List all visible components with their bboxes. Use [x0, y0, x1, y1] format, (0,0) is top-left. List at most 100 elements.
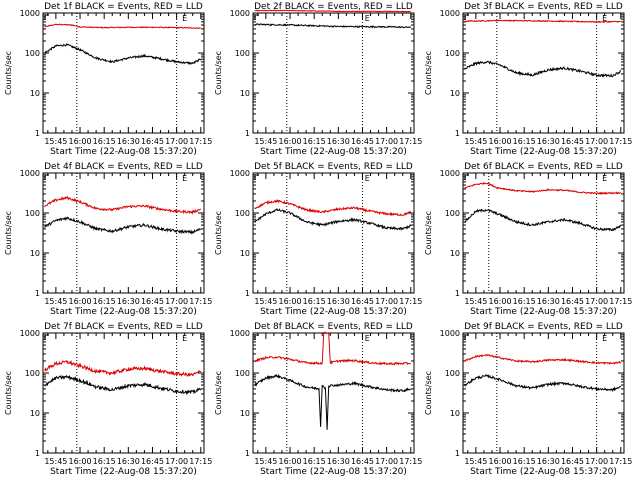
- y-tick-label: 100: [445, 49, 460, 58]
- x-tick-label: 16:45: [561, 457, 584, 466]
- end-marker-label: E: [182, 14, 187, 23]
- start-marker: [464, 334, 469, 340]
- x-tick-label: 16:45: [351, 137, 374, 146]
- x-axis-label: Start Time (22-Aug-08 15:37:20): [260, 307, 407, 317]
- panel-title: Det 2f BLACK = Events, RED = LLD: [254, 2, 413, 12]
- x-tick-label: 17:15: [609, 137, 632, 146]
- y-axis-label: Counts/sec: [424, 371, 433, 415]
- lld-series-line: [464, 181, 622, 195]
- x-tick-label: 16:00: [278, 457, 301, 466]
- x-tick-label: 16:00: [488, 137, 511, 146]
- lld-series-line: [254, 331, 412, 366]
- start-marker: [44, 334, 49, 340]
- x-tick-label: 16:30: [537, 457, 560, 466]
- x-tick-label: 15:45: [44, 137, 67, 146]
- y-tick-label: 1: [35, 129, 40, 138]
- panel-title: Det 7f BLACK = Events, RED = LLD: [44, 322, 203, 332]
- lld-series-line: [464, 353, 622, 365]
- y-tick-label: 1000: [440, 9, 460, 18]
- y-tick-label: 10: [30, 409, 40, 418]
- x-tick-label: 16:15: [513, 137, 536, 146]
- x-axis-label: Start Time (22-Aug-08 15:37:20): [470, 307, 617, 317]
- panel-title: Det 4f BLACK = Events, RED = LLD: [44, 162, 203, 172]
- end-marker-label: E: [182, 174, 187, 183]
- plot-frame: [462, 332, 625, 454]
- y-tick-label: 100: [235, 209, 250, 218]
- y-axis-label: Counts/sec: [4, 371, 13, 415]
- panel-title: Det 3f BLACK = Events, RED = LLD: [464, 2, 623, 12]
- lld-series-line: [44, 360, 202, 378]
- events-series-line: [254, 373, 412, 430]
- x-tick-label: 15:45: [464, 297, 487, 306]
- end-marker-label: E: [182, 334, 187, 343]
- x-tick-label: 17:00: [165, 457, 188, 466]
- x-tick-label: 15:45: [254, 297, 277, 306]
- end-marker-label: E: [365, 14, 370, 23]
- y-tick-label: 100: [25, 369, 40, 378]
- y-tick-label: 10: [450, 249, 460, 258]
- y-tick-label: 100: [445, 369, 460, 378]
- y-tick-label: 100: [235, 369, 250, 378]
- x-tick-label: 17:15: [189, 137, 212, 146]
- x-tick-label: 16:00: [488, 297, 511, 306]
- x-tick-label: 16:45: [141, 137, 164, 146]
- x-tick-label: 15:45: [464, 137, 487, 146]
- x-tick-label: 16:00: [68, 457, 91, 466]
- y-tick-label: 1000: [20, 169, 40, 178]
- x-tick-label: 16:00: [488, 457, 511, 466]
- x-tick-label: 16:45: [141, 457, 164, 466]
- x-tick-label: 16:15: [303, 457, 326, 466]
- y-tick-label: 10: [30, 89, 40, 98]
- plot-frame: [42, 12, 205, 134]
- start-marker: [254, 334, 259, 340]
- x-tick-label: 15:45: [254, 457, 277, 466]
- panel-title: Det 5f BLACK = Events, RED = LLD: [254, 162, 413, 172]
- start-marker: [44, 174, 49, 180]
- start-marker: [464, 174, 469, 180]
- y-axis-label: Counts/sec: [214, 211, 223, 255]
- events-series-line: [254, 23, 412, 29]
- end-marker-label: E: [602, 14, 607, 23]
- x-tick-label: 17:00: [585, 297, 608, 306]
- x-tick-label: 17:00: [585, 457, 608, 466]
- y-tick-label: 1: [455, 129, 460, 138]
- x-tick-label: 17:00: [585, 137, 608, 146]
- y-tick-label: 10: [240, 409, 250, 418]
- end-marker-label: E: [365, 174, 370, 183]
- x-axis-label: Start Time (22-Aug-08 15:37:20): [50, 147, 197, 157]
- x-tick-label: 17:00: [165, 297, 188, 306]
- lld-series-line: [464, 19, 621, 24]
- y-tick-label: 100: [445, 209, 460, 218]
- plot-frame: [462, 172, 625, 294]
- x-tick-label: 16:30: [327, 297, 350, 306]
- lld-series-line: [254, 198, 412, 217]
- x-tick-label: 17:00: [165, 137, 188, 146]
- x-tick-label: 17:00: [375, 137, 398, 146]
- events-series-line: [464, 60, 622, 78]
- plot-frame: [42, 332, 205, 454]
- y-tick-label: 10: [450, 89, 460, 98]
- events-series-line: [44, 374, 202, 396]
- x-axis-label: Start Time (22-Aug-08 15:37:20): [50, 467, 197, 477]
- start-marker: [464, 14, 469, 20]
- panel-title: Det 6f BLACK = Events, RED = LLD: [464, 162, 623, 172]
- x-tick-label: 16:30: [327, 137, 350, 146]
- y-axis-label: Counts/sec: [4, 51, 13, 95]
- events-series-line: [44, 216, 202, 235]
- y-axis-label: Counts/sec: [424, 211, 433, 255]
- x-tick-label: 16:15: [513, 457, 536, 466]
- x-tick-label: 16:30: [537, 137, 560, 146]
- y-tick-label: 10: [240, 89, 250, 98]
- x-tick-label: 16:15: [513, 297, 536, 306]
- x-tick-label: 16:45: [351, 297, 374, 306]
- x-tick-label: 16:00: [68, 137, 91, 146]
- x-tick-label: 17:15: [399, 457, 422, 466]
